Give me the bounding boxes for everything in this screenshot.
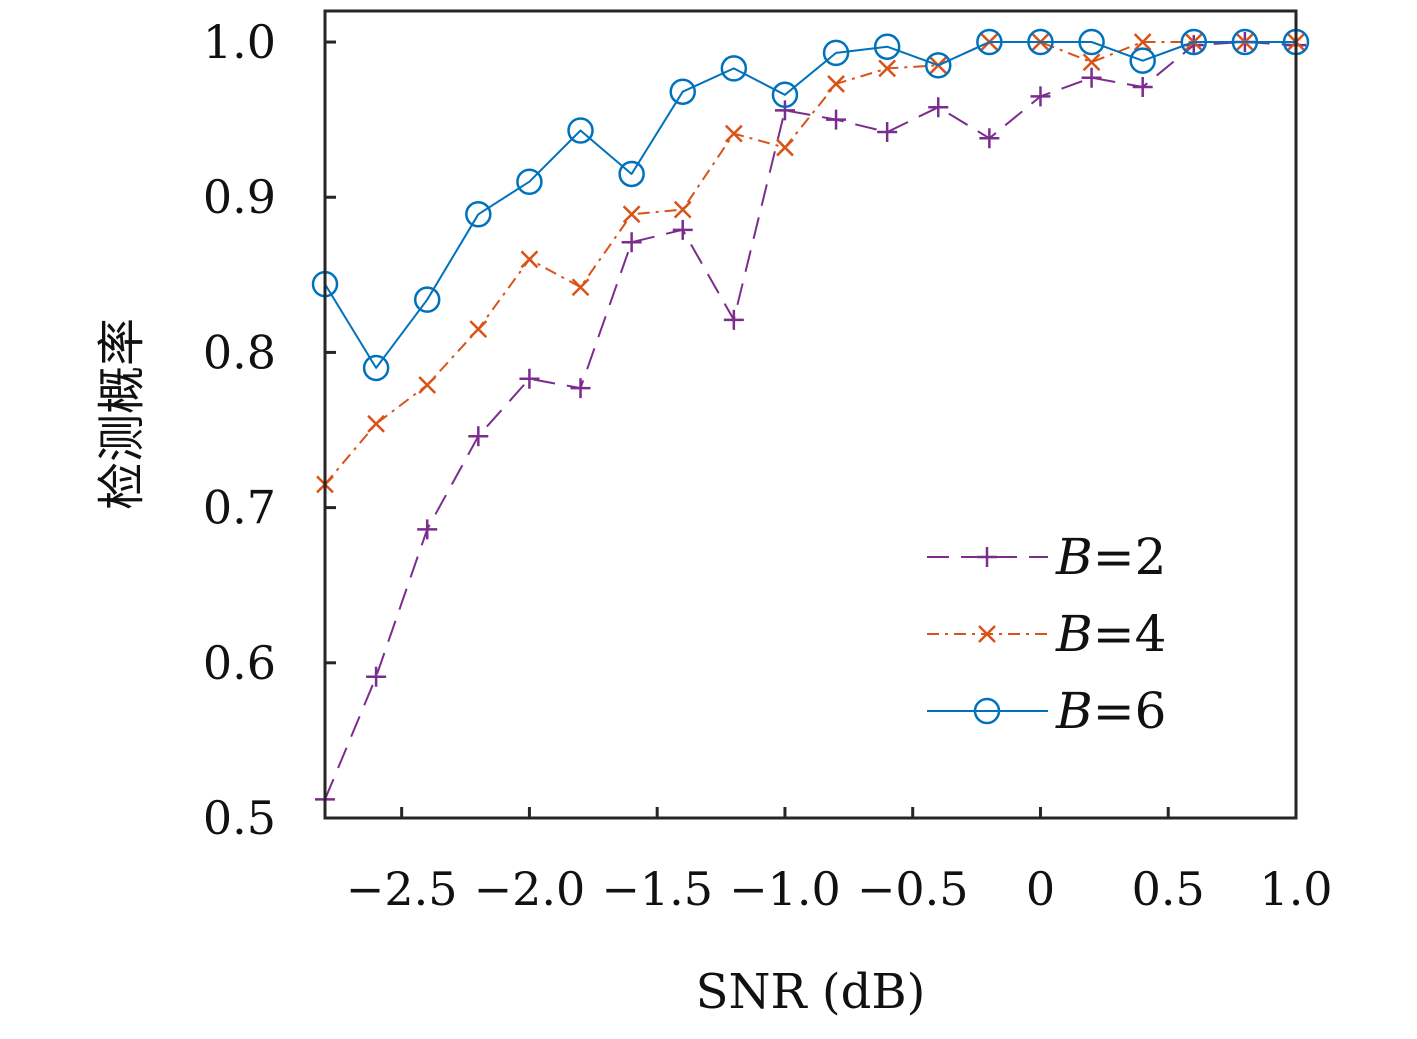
x-axis-ticks	[400, 807, 1298, 818]
data-point-marker	[928, 97, 949, 118]
data-point-marker	[621, 232, 642, 253]
x-axis-tick-labels: −2.5 −2.0 −1.5 −1.0 −0.5 0 0.5 1.0	[346, 862, 1333, 916]
data-point-marker	[669, 78, 696, 105]
data-point-marker	[1082, 53, 1101, 72]
y-tick-label: 0.6	[203, 636, 276, 690]
y-axis-ticks	[325, 40, 336, 820]
data-point-marker	[724, 124, 743, 143]
data-point-marker	[418, 376, 437, 394]
y-axis-title: 检测概率	[94, 318, 150, 510]
data-point-marker	[979, 128, 1000, 149]
y-tick-label: 0.5	[203, 791, 276, 845]
y-tick-label: 0.9	[203, 170, 276, 224]
legend-entry: B=2	[927, 528, 1166, 586]
legend-entry: B=6	[927, 682, 1166, 740]
data-point-marker	[672, 219, 693, 240]
data-point-marker	[720, 55, 748, 82]
data-point-marker	[776, 138, 794, 157]
data-point-marker	[1231, 28, 1259, 56]
data-point-marker	[468, 426, 489, 447]
legend-label: B=2	[1055, 528, 1166, 586]
legend-label: B=6	[1055, 682, 1166, 740]
legend-marker	[978, 625, 996, 643]
data-point-marker	[826, 109, 847, 130]
data-point-marker	[1129, 47, 1156, 74]
data-point-marker	[567, 117, 594, 144]
data-point-marker	[1133, 33, 1152, 51]
data-point-marker	[774, 100, 795, 121]
data-point-marker	[1132, 77, 1153, 98]
data-point-marker	[367, 414, 385, 433]
legend-marker	[977, 547, 997, 567]
data-point-marker	[976, 28, 1003, 56]
data-point-marker	[723, 309, 744, 330]
data-point-marker	[570, 378, 591, 399]
series-line	[324, 41, 1296, 369]
data-point-marker	[362, 354, 390, 382]
y-tick-label: 0.8	[203, 325, 276, 379]
legend-label: B=4	[1055, 605, 1166, 663]
data-point-marker	[413, 286, 441, 313]
series-layer	[311, 28, 1310, 810]
data-point-marker	[1030, 86, 1051, 107]
legend: B=2 B=4 B=6	[927, 528, 1166, 740]
data-point-marker	[622, 205, 641, 224]
legend-marker	[973, 697, 1001, 725]
data-point-marker	[1027, 28, 1054, 56]
y-tick-label: 1.0	[203, 15, 276, 69]
data-point-marker	[822, 39, 850, 67]
x-tick-label: −0.5	[857, 862, 969, 916]
data-point-marker	[366, 666, 387, 687]
data-point-marker	[925, 52, 952, 79]
data-point-marker	[519, 368, 540, 389]
y-axis-tick-labels: 0.5 0.6 0.7 0.8 0.9 1.0	[203, 15, 276, 845]
data-point-marker	[520, 250, 539, 269]
data-point-marker	[1081, 67, 1102, 88]
series-x	[316, 33, 1305, 494]
x-tick-label: 0	[1026, 862, 1055, 916]
data-point-marker	[827, 75, 845, 93]
y-tick-label: 0.7	[203, 481, 276, 535]
x-tick-label: −1.0	[729, 862, 841, 916]
series-line	[324, 41, 1296, 485]
series-line	[324, 41, 1297, 800]
data-point-marker	[1078, 28, 1105, 56]
x-tick-label: 0.5	[1132, 862, 1205, 916]
data-point-marker	[469, 320, 488, 339]
data-point-marker	[878, 59, 897, 78]
data-point-marker	[1180, 28, 1208, 56]
x-tick-label: −1.5	[601, 862, 713, 916]
x-tick-label: −2.0	[474, 862, 586, 916]
x-tick-label: 1.0	[1259, 862, 1332, 916]
data-point-marker	[873, 33, 901, 60]
x-axis-title: SNR (dB)	[696, 964, 926, 1020]
series-circle	[311, 28, 1310, 382]
data-point-marker	[673, 200, 692, 219]
data-point-marker	[771, 81, 799, 109]
data-point-marker	[571, 278, 590, 297]
data-point-marker	[465, 201, 492, 228]
plot-frame	[323, 9, 1298, 820]
data-point-marker	[417, 519, 438, 540]
data-point-marker	[618, 160, 645, 188]
data-point-marker	[877, 122, 898, 143]
data-point-marker	[516, 168, 543, 195]
legend-entry: B=4	[927, 605, 1166, 663]
x-tick-label: −2.5	[346, 862, 458, 916]
